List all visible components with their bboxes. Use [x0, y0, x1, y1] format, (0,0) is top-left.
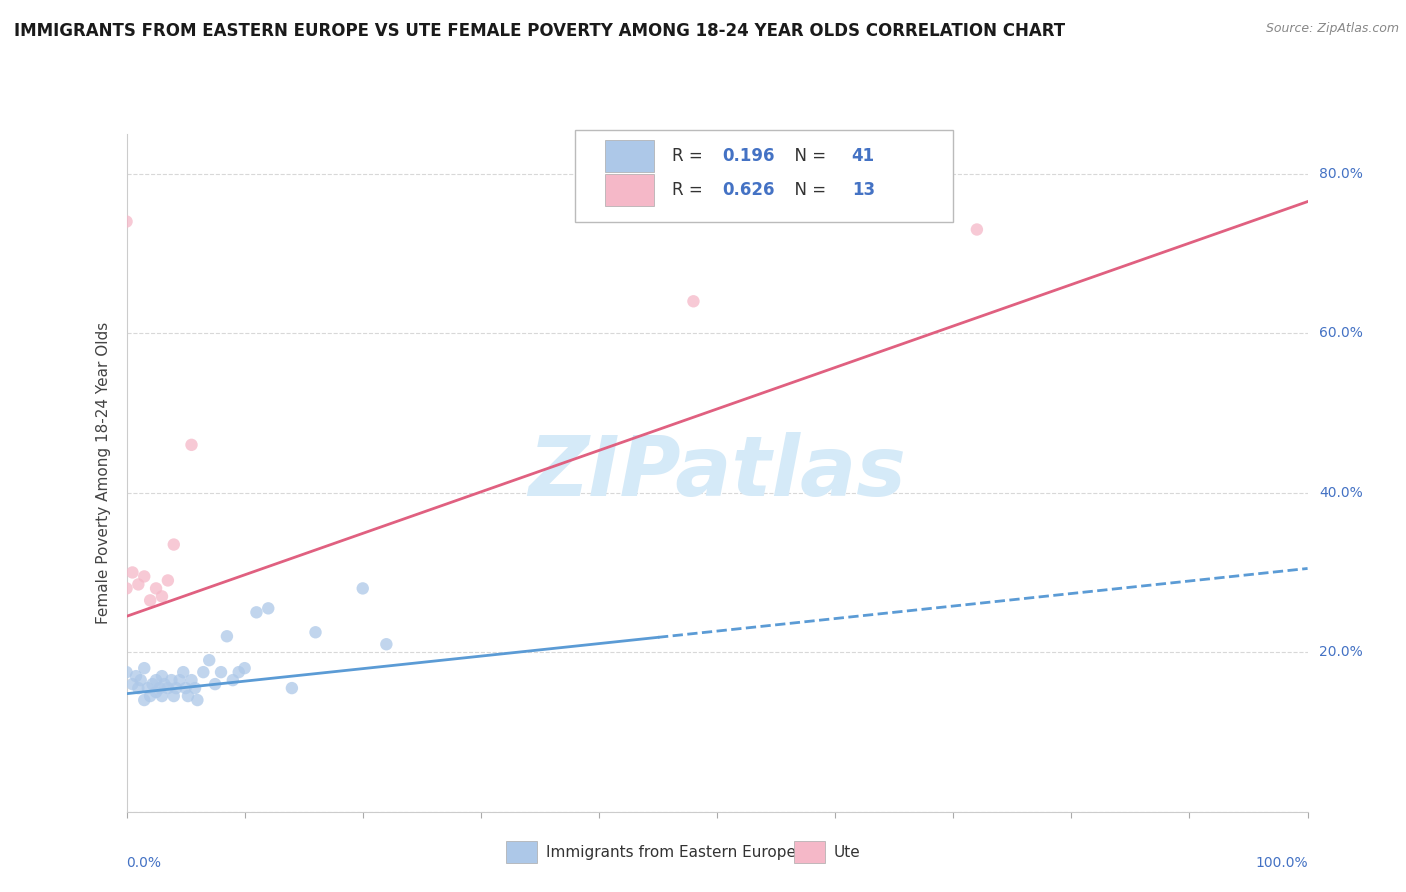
Point — [172, 665, 194, 680]
Text: IMMIGRANTS FROM EASTERN EUROPE VS UTE FEMALE POVERTY AMONG 18-24 YEAR OLDS CORRE: IMMIGRANTS FROM EASTERN EUROPE VS UTE FE… — [14, 22, 1066, 40]
FancyBboxPatch shape — [605, 140, 654, 172]
Point — [121, 677, 143, 691]
Point — [215, 629, 238, 643]
Text: R =: R = — [672, 147, 709, 165]
Point — [233, 661, 256, 675]
Text: 13: 13 — [852, 181, 875, 199]
Y-axis label: Female Poverty Among 18-24 Year Olds: Female Poverty Among 18-24 Year Olds — [96, 322, 111, 624]
Text: 40.0%: 40.0% — [1319, 486, 1364, 500]
Point — [209, 665, 232, 680]
Text: 20.0%: 20.0% — [1319, 645, 1364, 659]
Point — [134, 661, 156, 675]
Point — [115, 665, 138, 680]
Text: 0.0%: 0.0% — [127, 855, 162, 870]
Point — [156, 574, 179, 588]
Point — [204, 677, 226, 691]
Point — [177, 689, 200, 703]
Text: Ute: Ute — [834, 846, 860, 860]
Text: 60.0%: 60.0% — [1319, 326, 1364, 340]
Point — [129, 673, 152, 687]
Point — [125, 669, 148, 683]
Point — [149, 681, 172, 695]
Point — [150, 590, 173, 604]
Point — [245, 605, 267, 619]
Point — [160, 673, 183, 687]
Point — [156, 681, 179, 695]
Point — [139, 593, 162, 607]
Text: 0.626: 0.626 — [721, 181, 775, 199]
Point — [145, 685, 167, 699]
Point — [150, 669, 173, 683]
Point — [145, 582, 167, 596]
Point — [115, 214, 138, 228]
Point — [186, 693, 208, 707]
Point — [198, 653, 221, 667]
Text: Immigrants from Eastern Europe: Immigrants from Eastern Europe — [546, 846, 796, 860]
Point — [180, 673, 202, 687]
Point — [165, 681, 187, 695]
Point — [222, 673, 245, 687]
Point — [180, 438, 202, 452]
Point — [134, 569, 156, 583]
Point — [375, 637, 398, 651]
Point — [127, 681, 149, 695]
Point — [304, 625, 326, 640]
Text: ZIPatlas: ZIPatlas — [529, 433, 905, 513]
Text: R =: R = — [672, 181, 709, 199]
Point — [193, 665, 215, 680]
Point — [281, 681, 304, 695]
Point — [127, 577, 149, 591]
Point — [228, 665, 250, 680]
Point — [136, 681, 159, 695]
Point — [174, 681, 197, 695]
Point — [169, 673, 191, 687]
Point — [163, 689, 186, 703]
Text: 41: 41 — [852, 147, 875, 165]
Point — [257, 601, 280, 615]
Point — [352, 582, 374, 596]
Point — [121, 566, 143, 580]
Text: 80.0%: 80.0% — [1319, 167, 1364, 181]
Point — [153, 677, 176, 691]
Text: Source: ZipAtlas.com: Source: ZipAtlas.com — [1265, 22, 1399, 36]
Point — [150, 689, 173, 703]
Point — [682, 294, 704, 309]
Text: N =: N = — [785, 147, 832, 165]
Point — [145, 673, 167, 687]
Point — [115, 582, 138, 596]
Point — [966, 222, 988, 236]
Point — [139, 689, 162, 703]
Point — [184, 681, 207, 695]
FancyBboxPatch shape — [575, 130, 953, 222]
Point — [163, 537, 186, 551]
Point — [141, 677, 163, 691]
FancyBboxPatch shape — [605, 174, 654, 206]
Text: 0.196: 0.196 — [721, 147, 775, 165]
Text: N =: N = — [785, 181, 832, 199]
Point — [134, 693, 156, 707]
Text: 100.0%: 100.0% — [1256, 855, 1308, 870]
